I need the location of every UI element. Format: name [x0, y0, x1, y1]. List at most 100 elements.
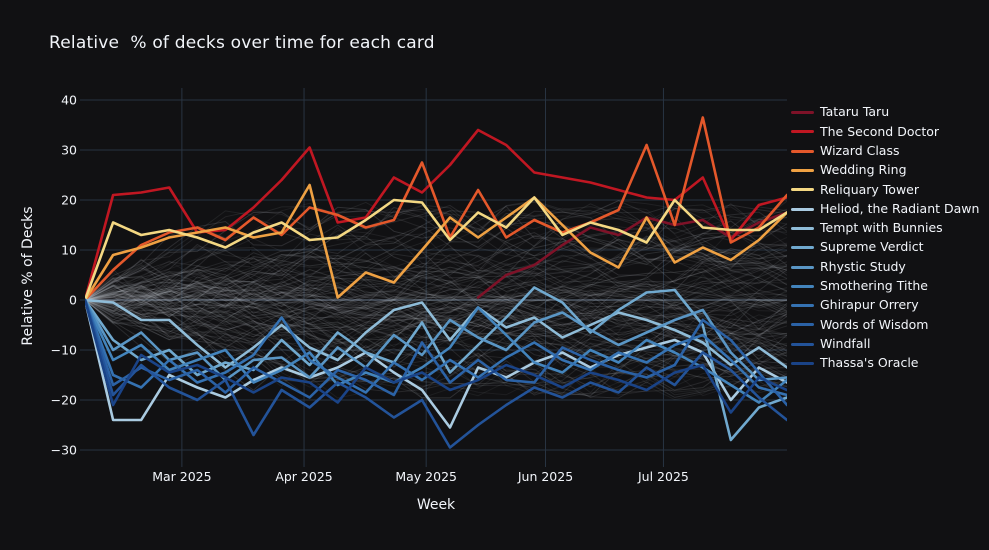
background-card-line	[85, 220, 787, 301]
legend-label: Heliod, the Radiant Dawn	[820, 200, 980, 216]
background-card-line	[85, 260, 787, 303]
background-card-line	[85, 284, 787, 331]
legend-swatch-line	[791, 342, 814, 346]
background-card-line	[85, 263, 787, 371]
background-card-line	[85, 206, 787, 301]
legend-item-windfall[interactable]: Windfall	[791, 335, 979, 354]
background-card-line	[85, 269, 787, 376]
legend-label: Tataru Taru	[820, 104, 890, 120]
y-tick-label: 20	[61, 193, 77, 208]
x-tick-label: Jul 2025	[637, 469, 689, 484]
x-tick-label: Mar 2025	[152, 469, 211, 484]
background-card-line	[85, 299, 787, 358]
background-card-line	[85, 278, 787, 363]
legend-swatch-line	[791, 207, 814, 211]
legend-item-reliquary-tower[interactable]: Reliquary Tower	[791, 180, 979, 199]
background-card-line	[85, 264, 787, 305]
background-card-line	[85, 299, 787, 399]
series-line-ghirapur-orrery	[85, 298, 787, 397]
background-card-line	[85, 202, 787, 301]
background-card-line	[85, 292, 787, 396]
legend-swatch-line	[791, 284, 814, 288]
legend-item-words-of-wisdom[interactable]: Words of Wisdom	[791, 315, 979, 334]
background-card-line	[85, 242, 787, 301]
legend-item-ghirapur-orrery[interactable]: Ghirapur Orrery	[791, 296, 979, 315]
background-card-line	[85, 275, 787, 366]
y-tick-label: 30	[61, 143, 77, 158]
chart-title: Relative % of decks over time for each c…	[49, 33, 435, 53]
x-tick-label: Jun 2025	[517, 469, 573, 484]
series-line-words-of-wisdom	[85, 298, 787, 407]
background-card-line	[85, 276, 787, 370]
background-card-line	[85, 280, 787, 376]
background-card-line	[85, 289, 787, 318]
legend-label: Words of Wisdom	[820, 316, 929, 332]
legend-label: Wizard Class	[820, 142, 900, 158]
background-card-line	[85, 261, 787, 323]
legend-swatch-line	[791, 169, 814, 173]
background-card-line	[85, 200, 787, 308]
background-card-line	[85, 249, 787, 320]
legend-item-rhystic-study[interactable]: Rhystic Study	[791, 257, 979, 276]
series-line-windfall	[85, 298, 787, 449]
series-line-wedding-ring	[85, 183, 787, 302]
background-card-line	[85, 226, 787, 317]
background-card-line	[85, 201, 787, 305]
background-card-line	[85, 285, 787, 366]
background-card-line	[85, 205, 787, 301]
background-card-line	[85, 218, 787, 324]
y-tick-label: 40	[61, 93, 77, 108]
legend-item-thassa-s-oracle[interactable]: Thassa's Oracle	[791, 354, 979, 373]
y-tick-label: −30	[51, 443, 77, 458]
background-card-line	[85, 285, 787, 378]
background-card-line	[85, 286, 787, 316]
legend-label: Reliquary Tower	[820, 181, 919, 197]
legend-item-smothering-tithe[interactable]: Smothering Tithe	[791, 277, 979, 296]
background-card-line	[85, 281, 787, 326]
background-card-line	[85, 238, 787, 301]
background-card-line	[85, 211, 787, 330]
background-card-line	[85, 250, 787, 310]
legend-item-tempt-with-bunnies[interactable]: Tempt with Bunnies	[791, 219, 979, 238]
background-card-line	[85, 276, 787, 341]
legend-item-wizard-class[interactable]: Wizard Class	[791, 142, 979, 161]
series-line-wizard-class	[85, 116, 787, 302]
background-card-line	[85, 299, 787, 399]
legend-label: Rhystic Study	[820, 258, 906, 274]
legend-swatch-line	[791, 323, 814, 327]
background-card-line	[85, 290, 787, 395]
background-card-line	[85, 268, 787, 399]
legend-swatch-line	[791, 188, 814, 192]
background-card-line	[85, 292, 787, 338]
gridlines	[80, 88, 787, 467]
legend-item-heliod-the-radiant-dawn[interactable]: Heliod, the Radiant Dawn	[791, 199, 979, 218]
background-card-line	[85, 256, 787, 302]
y-axis-title: Relative % of Decks	[20, 206, 36, 346]
background-card-line	[85, 284, 787, 396]
series-line-reliquary-tower	[85, 196, 787, 302]
legend-swatch-line	[791, 362, 814, 365]
x-axis-title: Week	[416, 497, 456, 513]
series-line-thassa-s-oracle	[85, 298, 787, 414]
legend-item-tataru-taru[interactable]: Tataru Taru	[791, 103, 979, 122]
background-card-line	[85, 247, 787, 349]
background-card-line	[85, 256, 787, 345]
background-card-line	[85, 210, 787, 326]
background-card-line	[85, 235, 787, 307]
legend-swatch-line	[791, 130, 814, 134]
x-tick-label: Apr 2025	[275, 469, 332, 484]
legend-item-supreme-verdict[interactable]: Supreme Verdict	[791, 238, 979, 257]
legend-item-wedding-ring[interactable]: Wedding Ring	[791, 161, 979, 180]
background-card-line	[85, 291, 787, 397]
background-card-line	[85, 299, 787, 334]
background-card-line	[85, 204, 787, 301]
background-card-line	[85, 255, 787, 312]
background-card-line	[85, 284, 787, 399]
series-line-tempt-with-bunnies	[85, 298, 787, 369]
legend-label: Thassa's Oracle	[820, 355, 919, 371]
legend-label: Smothering Tithe	[820, 278, 928, 294]
axis-tick-labels: 40 30 20 10 0 −10 −20 −30 Mar 2025 Apr 2025 May 20…	[51, 93, 689, 485]
background-card-line	[85, 229, 787, 320]
legend-item-the-second-doctor[interactable]: The Second Doctor	[791, 122, 979, 141]
